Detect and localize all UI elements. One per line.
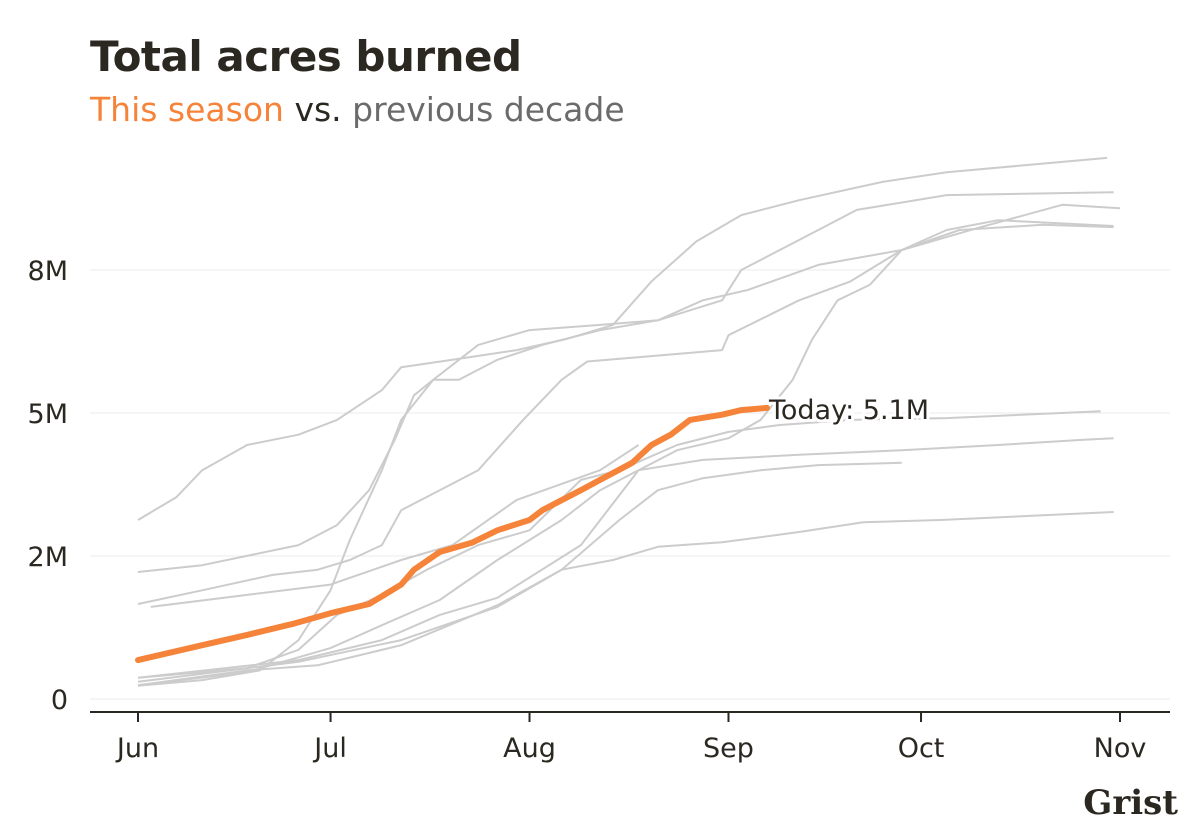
subtitle-rest: previous decade: [352, 90, 625, 129]
current-season-line: [135, 404, 770, 664]
previous-season-line: [137, 511, 1114, 683]
x-tick-label: Aug: [503, 733, 556, 764]
x-tick-label: Jul: [312, 733, 347, 764]
x-tick-label: Sep: [703, 733, 754, 764]
previous-season-line: [137, 203, 1121, 687]
y-tick-label: 0: [51, 685, 68, 716]
y-tick-label: 8M: [28, 256, 68, 287]
previous-season-line: [150, 444, 640, 608]
x-tick-label: Oct: [898, 733, 945, 764]
subtitle-highlight: This season: [90, 90, 284, 129]
today-annotation: Today: 5.1M: [768, 395, 929, 426]
subtitle-middle: vs.: [294, 90, 342, 129]
chart-title: Total acres burned: [90, 32, 522, 81]
previous-season-line: [137, 461, 902, 687]
x-tick-label: Jun: [115, 733, 159, 764]
x-tick-label: Nov: [1094, 733, 1147, 764]
previous-season-line: [137, 191, 1114, 573]
y-tick-label: 2M: [28, 542, 68, 573]
grist-logo: Grist: [1083, 783, 1178, 823]
chart-subtitle: This season vs. previous decade: [90, 90, 625, 129]
previous-season-line: [137, 223, 1114, 605]
previous-season-line: [137, 156, 1108, 521]
previous-season-line: [137, 219, 1114, 687]
previous-season-line: [137, 437, 1114, 679]
previous-season-line: [137, 410, 1101, 679]
y-tick-label: 5M: [28, 399, 68, 430]
